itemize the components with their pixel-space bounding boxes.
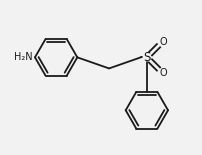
- Text: H₂N: H₂N: [14, 52, 33, 62]
- Text: O: O: [159, 68, 166, 78]
- Text: S: S: [142, 51, 150, 64]
- Text: O: O: [159, 37, 166, 47]
